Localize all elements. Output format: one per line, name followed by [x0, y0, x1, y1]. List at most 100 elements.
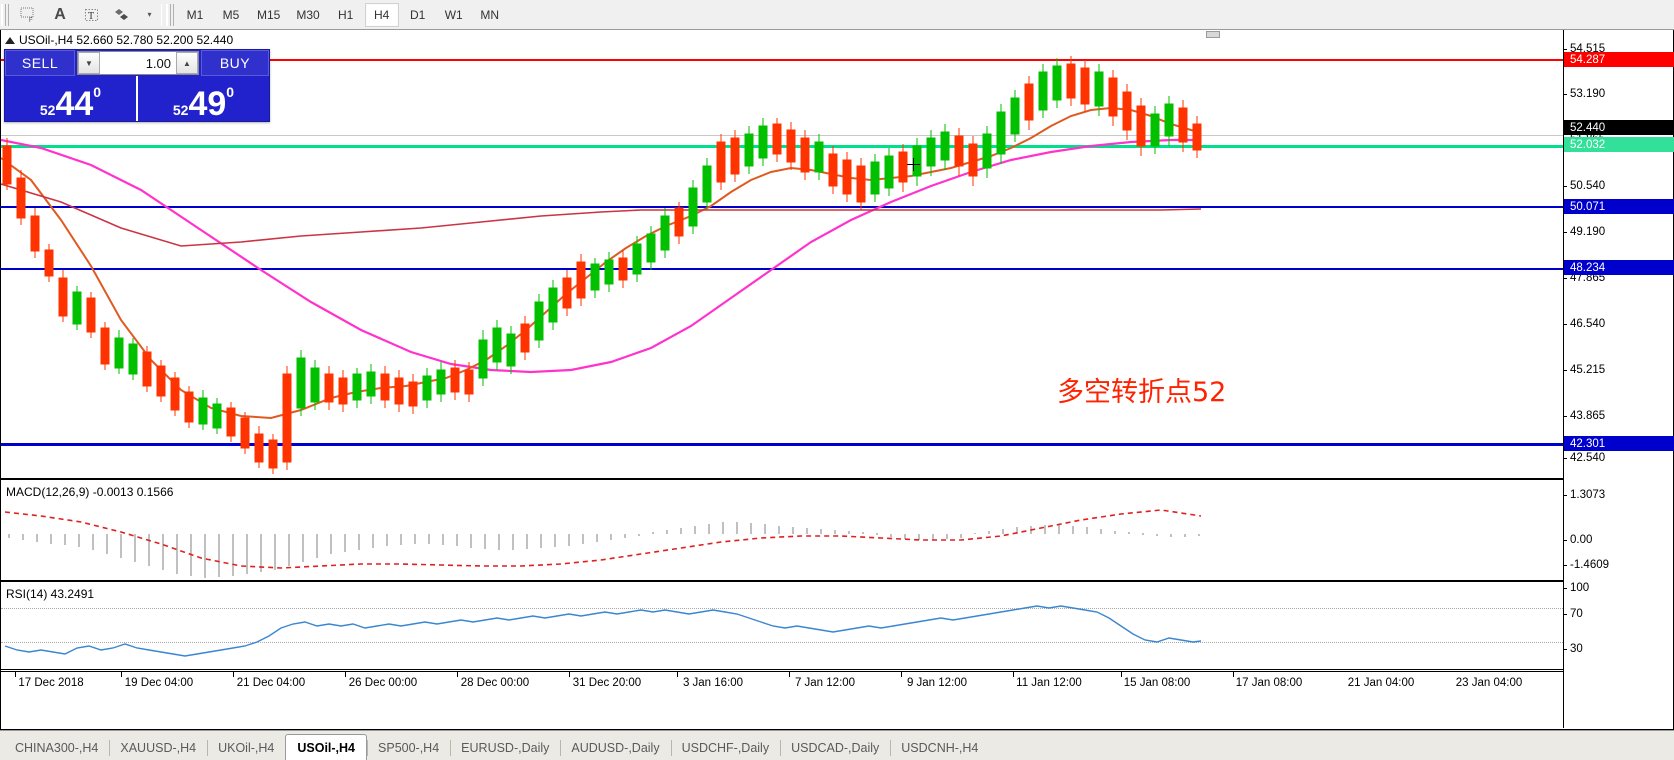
time-label: 17 Jan 08:00 — [1235, 677, 1303, 689]
price-tick: 46.540 — [1563, 317, 1673, 331]
tab-usoil-h4[interactable]: USOil-,H4 — [285, 734, 368, 760]
timeframe-h1[interactable]: H1 — [338, 7, 354, 22]
macd-plot — [4, 509, 1202, 578]
tab-audusd-daily[interactable]: AUDUSD-,Daily — [560, 736, 670, 760]
buy-price-prefix: 52 — [172, 102, 189, 118]
buy-button[interactable]: BUY — [201, 50, 269, 76]
macd-tick: 0.00 — [1563, 533, 1673, 547]
chevron-down-icon: ▾ — [147, 10, 152, 19]
rsi-plot — [4, 605, 1202, 657]
support-line-48234[interactable] — [1, 268, 1565, 270]
timeframe-grip[interactable] — [166, 3, 175, 26]
volume-input[interactable]: 1.00 — [100, 52, 176, 74]
sell-price-prefix: 52 — [39, 102, 56, 118]
time-label: 19 Dec 04:00 — [124, 677, 194, 689]
time-label: 31 Dec 20:00 — [572, 677, 642, 689]
timeframe-d1[interactable]: D1 — [410, 7, 426, 22]
macd-tick: 1.3073 — [1563, 488, 1673, 502]
price-tag-bid: 52.032 — [1564, 137, 1674, 152]
rsi-tick: 30 — [1563, 642, 1673, 656]
price-tag-support-3: 42.301 — [1564, 436, 1674, 451]
price-tick: 47.865 — [1563, 271, 1673, 285]
timeframe-mn[interactable]: MN — [480, 7, 500, 22]
resistance-line-54287[interactable] — [1, 59, 1565, 61]
bid-line-52032 — [1, 145, 1565, 148]
sell-button[interactable]: SELL — [5, 50, 75, 76]
tab-usdchf-daily[interactable]: USDCHF-,Daily — [670, 736, 781, 760]
buy-price-fraction: 0 — [226, 84, 235, 100]
tab-eurusd-daily[interactable]: EURUSD-,Daily — [450, 736, 560, 760]
rsi-pane[interactable]: RSI(14) 43.2491 — [1, 584, 1565, 670]
support-line-42301[interactable] — [1, 443, 1565, 446]
one-click-trade-panel[interactable]: SELL ▼ 1.00 ▲ BUY 52 44 0 52 — [4, 49, 270, 122]
support-line-50071[interactable] — [1, 206, 1565, 208]
time-label: 21 Dec 04:00 — [236, 677, 306, 689]
price-scale[interactable]: 54.515 53.190 51.865 50.540 49.190 47.86… — [1563, 30, 1674, 728]
svg-text:T: T — [88, 11, 94, 22]
timeframe-m15[interactable]: M15 — [257, 7, 281, 22]
time-label: 17 Dec 2018 — [18, 677, 84, 689]
timeframe-m1[interactable]: M1 — [186, 7, 204, 22]
chart-scroll-handle[interactable] — [1206, 31, 1220, 38]
cursor-crosshair — [907, 158, 920, 171]
time-label: 3 Jan 16:00 — [682, 677, 744, 689]
price-tick: 53.190 — [1563, 87, 1673, 101]
objects-icon[interactable] — [109, 2, 139, 28]
price-pane[interactable]: USOil-,H4 52.660 52.780 52.200 52.440 — [1, 30, 1565, 480]
tab-xauusd-h4[interactable]: XAUUSD-,H4 — [109, 736, 207, 760]
timeframe-h4[interactable]: H4 — [364, 2, 399, 27]
time-label: 11 Jan 12:00 — [1016, 677, 1082, 689]
macd-tick: -1.4609 — [1563, 558, 1673, 572]
collapse-triangle-icon[interactable] — [5, 36, 15, 44]
price-tick: 42.540 — [1563, 451, 1673, 465]
time-label: 28 Dec 00:00 — [460, 677, 530, 689]
macd-pane[interactable]: MACD(12,26,9) -0.0013 0.1566 — [1, 482, 1565, 582]
text-label-icon[interactable]: A — [54, 5, 66, 23]
price-tag-support-2: 48.234 — [1564, 260, 1674, 275]
volume-stepper[interactable]: ▼ 1.00 ▲ — [77, 51, 199, 75]
time-label: 15 Jan 08:00 — [1123, 677, 1191, 689]
timeframe-w1[interactable]: W1 — [444, 7, 463, 22]
toolbar-separator — [161, 3, 162, 26]
last-price-line-52440 — [1, 135, 1565, 136]
sell-price-main: 44 — [55, 85, 94, 123]
macd-label: MACD(12,26,9) -0.0013 0.1566 — [6, 485, 174, 499]
price-tag-resistance: 54.287 — [1564, 52, 1674, 67]
chart-tabbar: CHINA300-,H4 XAUUSD-,H4 UKOil-,H4 USOil-… — [0, 730, 1674, 760]
template-icon[interactable]: F — [13, 2, 43, 28]
timeframe-m5[interactable]: M5 — [222, 7, 240, 22]
rsi-level-70 — [1, 608, 1565, 609]
text-box-icon[interactable]: T — [77, 2, 107, 28]
rsi-tick: 100 — [1563, 581, 1673, 595]
price-tick: 50.540 — [1563, 179, 1673, 193]
price-tick: 49.190 — [1563, 225, 1673, 239]
timeframe-m30[interactable]: M30 — [296, 7, 320, 22]
rsi-label: RSI(14) 43.2491 — [6, 587, 95, 601]
tab-usdcad-daily[interactable]: USDCAD-,Daily — [780, 736, 890, 760]
volume-decrement-icon[interactable]: ▼ — [78, 52, 100, 74]
tab-ukoil-h4[interactable]: UKOil-,H4 — [207, 736, 285, 760]
price-tick: 43.865 — [1563, 409, 1673, 423]
time-label: 7 Jan 12:00 — [794, 677, 856, 689]
time-label: 23 Jan 04:00 — [1455, 677, 1523, 689]
time-label: 21 Jan 04:00 — [1347, 677, 1415, 689]
buy-price[interactable]: 52 49 0 — [136, 76, 269, 121]
candlestick-series[interactable] — [1, 30, 1565, 480]
chart-symbol-header: USOil-,H4 52.660 52.780 52.200 52.440 — [5, 33, 233, 47]
tab-usdcnh-h4[interactable]: USDCNH-,H4 — [890, 736, 989, 760]
toolbar-grip[interactable] — [1, 3, 10, 26]
price-tag-support-1: 50.071 — [1564, 199, 1674, 214]
time-label: 26 Dec 00:00 — [348, 677, 418, 689]
tab-china300-h4[interactable]: CHINA300-,H4 — [15, 741, 99, 755]
chart-symbol-ohlc-text: USOil-,H4 52.660 52.780 52.200 52.440 — [19, 33, 234, 47]
volume-increment-icon[interactable]: ▲ — [176, 52, 198, 74]
svg-text:F: F — [29, 18, 33, 23]
chart-annotation-text: 多空转折点52 — [1057, 377, 1227, 408]
sell-price[interactable]: 52 44 0 — [5, 76, 136, 121]
main-toolbar: F A T ▾ M1 M5 M15 M30 H1 H4 D1 W1 MN — [0, 0, 1674, 30]
price-tick: 45.215 — [1563, 363, 1673, 377]
chart-window[interactable]: USOil-,H4 52.660 52.780 52.200 52.440 — [0, 30, 1674, 730]
objects-dropdown-icon[interactable]: ▾ — [141, 2, 157, 28]
sell-price-fraction: 0 — [93, 84, 102, 100]
tab-sp500-h4[interactable]: SP500-,H4 — [367, 736, 450, 760]
